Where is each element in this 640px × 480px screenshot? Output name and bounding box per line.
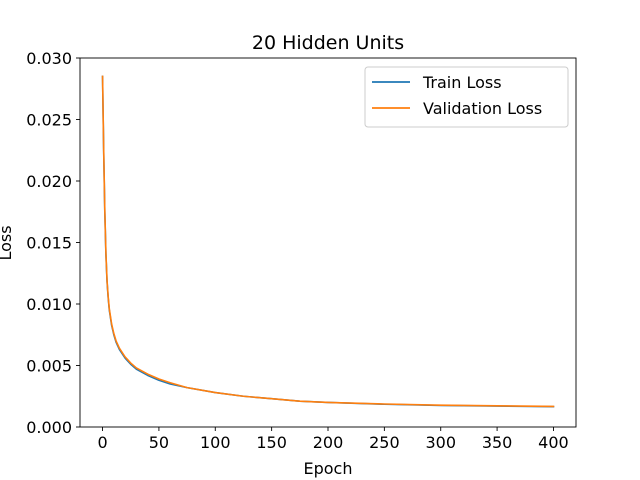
x-tick-label: 350 [482, 433, 513, 452]
y-tick-label: 0.005 [26, 357, 72, 376]
axes: 0 50 100 150 200 250 300 350 400 0.000 0.005 0.010 0… [26, 49, 577, 452]
y-tick-label: 0.030 [26, 49, 72, 68]
y-tick-label: 0.010 [26, 295, 72, 314]
legend-label-1: Validation Loss [423, 99, 542, 118]
legend: Train Loss Validation Loss [364, 66, 569, 128]
y-tick-label: 0.025 [26, 111, 72, 130]
x-tick-label: 300 [425, 433, 456, 452]
legend-label-0: Train Loss [422, 73, 502, 92]
x-tick-label: 0 [97, 433, 107, 452]
y-tick-label: 0.020 [26, 172, 72, 191]
legend-box [364, 66, 569, 128]
chart-title: 20 Hidden Units [252, 32, 404, 54]
series-line-1 [101, 75, 555, 408]
x-tick-label: 250 [369, 433, 400, 452]
x-tick-label: 100 [200, 433, 231, 452]
x-tick-label: 400 [538, 433, 569, 452]
x-tick-label: 200 [313, 433, 344, 452]
y-axis-label: Loss [0, 225, 15, 260]
plot-area [101, 75, 555, 408]
x-tick-label: 150 [256, 433, 287, 452]
x-tick-label: 50 [149, 433, 169, 452]
y-tick-label: 0.000 [26, 418, 72, 437]
x-axis-label: Epoch [304, 459, 353, 478]
y-tick-label: 0.015 [26, 234, 72, 253]
